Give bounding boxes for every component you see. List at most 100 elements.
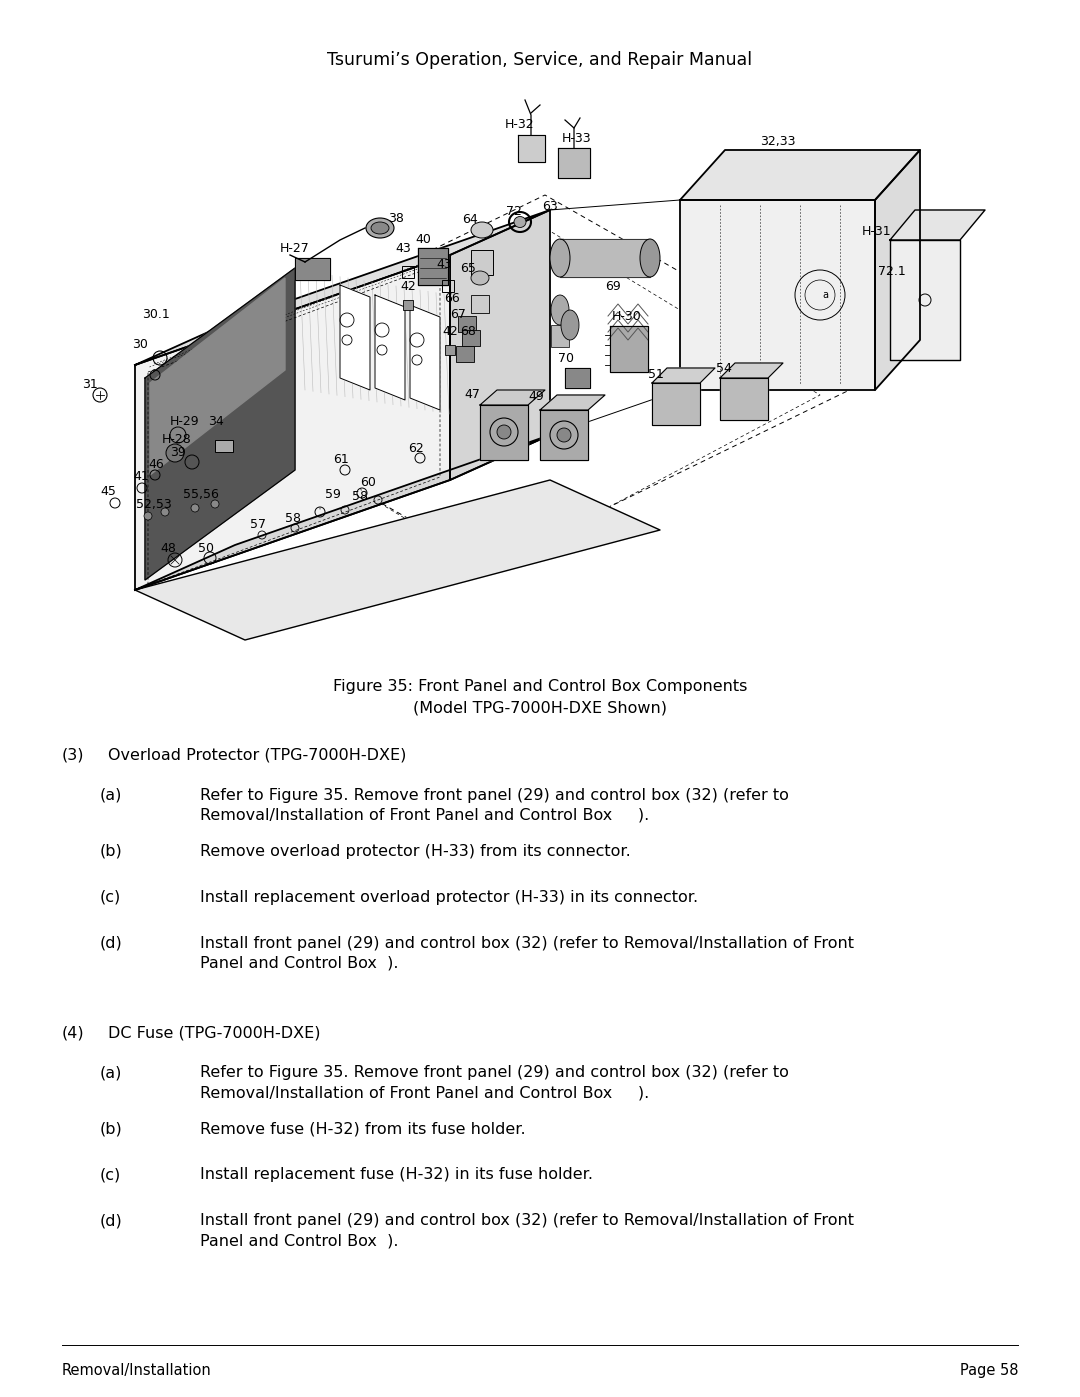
Polygon shape [418,249,448,285]
Ellipse shape [551,295,569,326]
Bar [456,346,474,362]
Text: (Model TPG-7000H-DXE Shown): (Model TPG-7000H-DXE Shown) [413,700,667,715]
Text: (b): (b) [100,1120,123,1136]
Text: 61: 61 [333,453,349,467]
Bar [471,295,489,313]
Text: 54: 54 [716,362,732,374]
Polygon shape [652,383,700,425]
Text: 30.1: 30.1 [141,307,170,321]
Polygon shape [540,409,588,460]
Polygon shape [652,367,715,383]
Text: 45: 45 [100,485,116,497]
Polygon shape [565,367,590,388]
Text: Removal/Installation of Front Panel and Control Box     ).: Removal/Installation of Front Panel and … [200,1085,649,1099]
Text: 30: 30 [132,338,148,351]
Text: 46: 46 [148,458,164,471]
Text: 48: 48 [160,542,176,555]
Text: Removal/Installation: Removal/Installation [62,1363,212,1377]
Text: Figure 35: Front Panel and Control Box Components: Figure 35: Front Panel and Control Box C… [333,679,747,693]
Text: 69: 69 [605,279,621,293]
Text: 50: 50 [198,542,214,555]
Polygon shape [135,434,550,590]
Text: Remove overload protector (H-33) from its connector.: Remove overload protector (H-33) from it… [200,844,631,859]
Text: 43: 43 [436,258,451,271]
Polygon shape [135,210,550,365]
Text: 43: 43 [395,242,410,256]
Text: (c): (c) [100,890,121,905]
Text: a: a [822,291,828,300]
Text: 32,33: 32,33 [760,136,796,148]
Text: (3): (3) [62,747,84,763]
Polygon shape [135,256,450,590]
Text: 58: 58 [352,490,368,503]
Text: Install replacement overload protector (H-33) in its connector.: Install replacement overload protector (… [200,890,698,905]
Ellipse shape [471,271,489,285]
Circle shape [166,444,184,462]
Circle shape [557,427,571,441]
Polygon shape [680,200,875,390]
Text: 31: 31 [82,379,98,391]
Bar [402,265,414,278]
Text: 64: 64 [462,212,477,226]
Text: 72.1: 72.1 [878,265,906,278]
Text: H-33: H-33 [562,131,592,145]
Text: Panel and Control Box  ).: Panel and Control Box ). [200,1234,399,1248]
Text: 34: 34 [208,415,224,427]
Text: 72: 72 [507,205,522,218]
Polygon shape [145,268,295,580]
Text: H-29: H-29 [170,415,200,427]
Text: Remove fuse (H-32) from its fuse holder.: Remove fuse (H-32) from its fuse holder. [200,1120,526,1136]
Circle shape [144,511,152,520]
Polygon shape [875,149,920,390]
Text: 47: 47 [464,388,480,401]
Text: 49: 49 [528,390,543,402]
Polygon shape [340,285,370,390]
Text: (d): (d) [100,1213,123,1228]
Text: 40: 40 [415,233,431,246]
Text: Refer to Figure 35. Remove front panel (29) and control box (32) (refer to: Refer to Figure 35. Remove front panel (… [200,788,788,803]
Polygon shape [135,481,660,640]
Ellipse shape [561,310,579,339]
Polygon shape [720,379,768,420]
Text: H-30: H-30 [612,310,642,323]
Text: (b): (b) [100,844,123,859]
Ellipse shape [550,239,570,277]
Polygon shape [480,405,528,460]
Text: Install replacement fuse (H-32) in its fuse holder.: Install replacement fuse (H-32) in its f… [200,1166,593,1182]
Text: Overload Protector (TPG-7000H-DXE): Overload Protector (TPG-7000H-DXE) [108,747,406,763]
Polygon shape [890,240,960,360]
Ellipse shape [514,217,526,228]
Text: (c): (c) [100,1166,121,1182]
Polygon shape [540,395,605,409]
Polygon shape [295,258,330,279]
Text: Install front panel (29) and control box (32) (refer to Removal/Installation of : Install front panel (29) and control box… [200,936,854,951]
Text: 65: 65 [460,263,476,275]
Text: DC Fuse (TPG-7000H-DXE): DC Fuse (TPG-7000H-DXE) [108,1025,321,1039]
Text: 59: 59 [325,488,341,502]
Bar [471,250,492,275]
Text: 60: 60 [360,476,376,489]
Text: Tsurumi’s Operation, Service, and Repair Manual: Tsurumi’s Operation, Service, and Repair… [327,52,753,68]
Circle shape [191,504,199,511]
Text: 57: 57 [249,518,266,531]
Circle shape [497,425,511,439]
Text: (4): (4) [62,1025,84,1039]
Text: Install front panel (29) and control box (32) (refer to Removal/Installation of : Install front panel (29) and control box… [200,1213,854,1228]
Bar [403,300,413,310]
Circle shape [211,500,219,509]
Text: 66: 66 [444,292,460,305]
Polygon shape [680,149,920,200]
Polygon shape [561,239,650,277]
Text: H-27: H-27 [280,242,310,256]
Text: 67: 67 [450,307,465,321]
Text: 52,53: 52,53 [136,497,172,511]
Polygon shape [480,390,545,405]
Text: 51: 51 [648,367,664,381]
Text: 58: 58 [285,511,301,525]
Polygon shape [450,210,550,481]
Text: 68: 68 [460,326,476,338]
Text: Panel and Control Box  ).: Panel and Control Box ). [200,956,399,971]
Ellipse shape [366,218,394,237]
Bar [458,316,476,332]
Bar [551,326,569,346]
